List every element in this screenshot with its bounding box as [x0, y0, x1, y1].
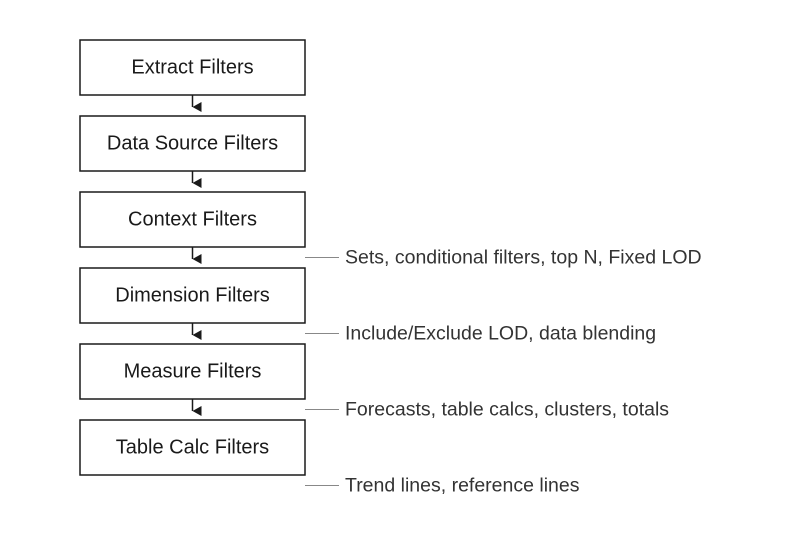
flow-node-label: Dimension Filters — [115, 285, 269, 307]
flow-node-label: Measure Filters — [124, 361, 262, 383]
flow-node-dimension: Dimension Filters — [80, 268, 305, 323]
flow-node-label: Context Filters — [128, 209, 257, 231]
flow-node-extract: Extract Filters — [80, 40, 305, 95]
flow-node-datasource: Data Source Filters — [80, 116, 305, 171]
annotation-label: Trend lines, reference lines — [345, 475, 580, 497]
flow-node-label: Extract Filters — [131, 57, 253, 79]
annotation-label: Forecasts, table calcs, clusters, totals — [345, 399, 669, 421]
flowchart-canvas: Extract Filters Data Source Filters Contex… — [0, 0, 800, 535]
flow-node-tablecalc: Table Calc Filters — [80, 420, 305, 475]
annotation-label: Sets, conditional filters, top N, Fixed … — [345, 247, 702, 269]
flow-node-context: Context Filters — [80, 192, 305, 247]
annotation-label: Include/Exclude LOD, data blending — [345, 323, 656, 345]
flow-node-label: Data Source Filters — [107, 133, 278, 155]
flow-node-measure: Measure Filters — [80, 344, 305, 399]
flow-node-label: Table Calc Filters — [116, 437, 269, 459]
